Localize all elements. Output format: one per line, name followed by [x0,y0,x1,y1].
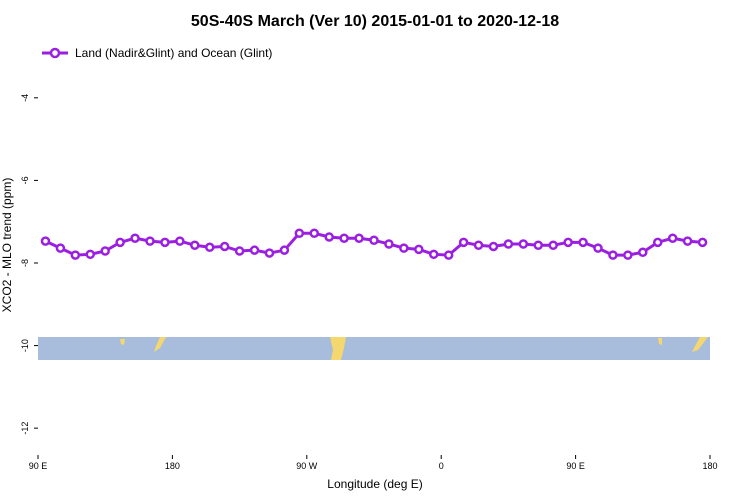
point [473,240,484,250]
point [578,237,588,248]
x-tick-label: 90 W [296,461,318,471]
point [503,239,514,249]
legend: Land (Nadir&Glint) and Ocean (Glint) [42,46,272,60]
x-axis-label: Longitude (deg E) [327,477,422,491]
point [279,245,290,255]
point [548,240,558,250]
point [40,236,51,246]
point [443,250,454,260]
legend-label: Land (Nadir&Glint) and Ocean (Glint) [75,46,272,60]
point [264,248,275,258]
point [115,237,125,248]
point [488,241,499,252]
point [697,237,708,248]
x-tick-label: 90 E [29,461,48,471]
point [190,240,200,250]
y-axis-label: XCO2 - MLO trend (ppm) [0,178,14,313]
point [414,244,424,255]
point [219,241,230,252]
point [593,243,603,253]
point [563,237,573,248]
x-tick-label: 180 [165,461,180,471]
point [399,243,409,253]
point [428,249,439,260]
chart-title: 50S-40S March (Ver 10) 2015-01-01 to 202… [191,13,559,30]
x-tick-label: 180 [702,461,717,471]
point [667,233,678,243]
point [533,240,544,250]
point [652,237,663,248]
y-tick-label: -10 [20,339,30,352]
point [339,233,349,243]
point [608,250,618,260]
point [682,236,693,246]
point [100,246,110,256]
y-tick-label: -4 [20,94,30,102]
point [55,243,66,253]
point [324,232,334,242]
x-tick-label: 90 E [566,461,585,471]
point [638,247,648,257]
point [175,236,185,246]
point [204,242,215,253]
point [369,235,379,246]
map-strip [38,337,710,360]
point [518,239,529,249]
y-tick-label: -6 [20,176,30,184]
point [249,245,260,255]
y-tick-label: -12 [20,422,30,435]
point [160,237,170,248]
point [354,233,364,243]
y-tick-label: -8 [20,259,30,267]
point [145,236,155,246]
point [234,246,245,256]
point [85,249,96,260]
legend-marker [49,47,61,59]
point [458,237,469,248]
point [384,239,394,249]
point [294,228,305,239]
point [623,250,633,260]
point [70,250,81,260]
point [309,228,320,239]
x-tick-label: 0 [439,461,444,471]
point [130,233,140,243]
